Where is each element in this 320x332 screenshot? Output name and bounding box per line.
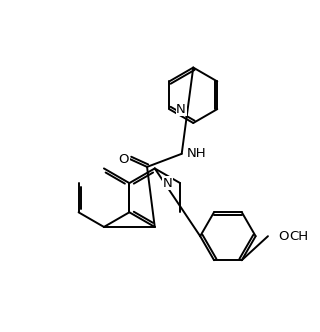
Text: CH: CH [290, 230, 308, 243]
Text: N: N [176, 103, 186, 116]
Text: O: O [279, 230, 289, 243]
Text: O: O [119, 153, 129, 166]
Text: 3: 3 [302, 234, 308, 244]
Text: N: N [163, 177, 172, 190]
Text: NH: NH [186, 147, 206, 160]
